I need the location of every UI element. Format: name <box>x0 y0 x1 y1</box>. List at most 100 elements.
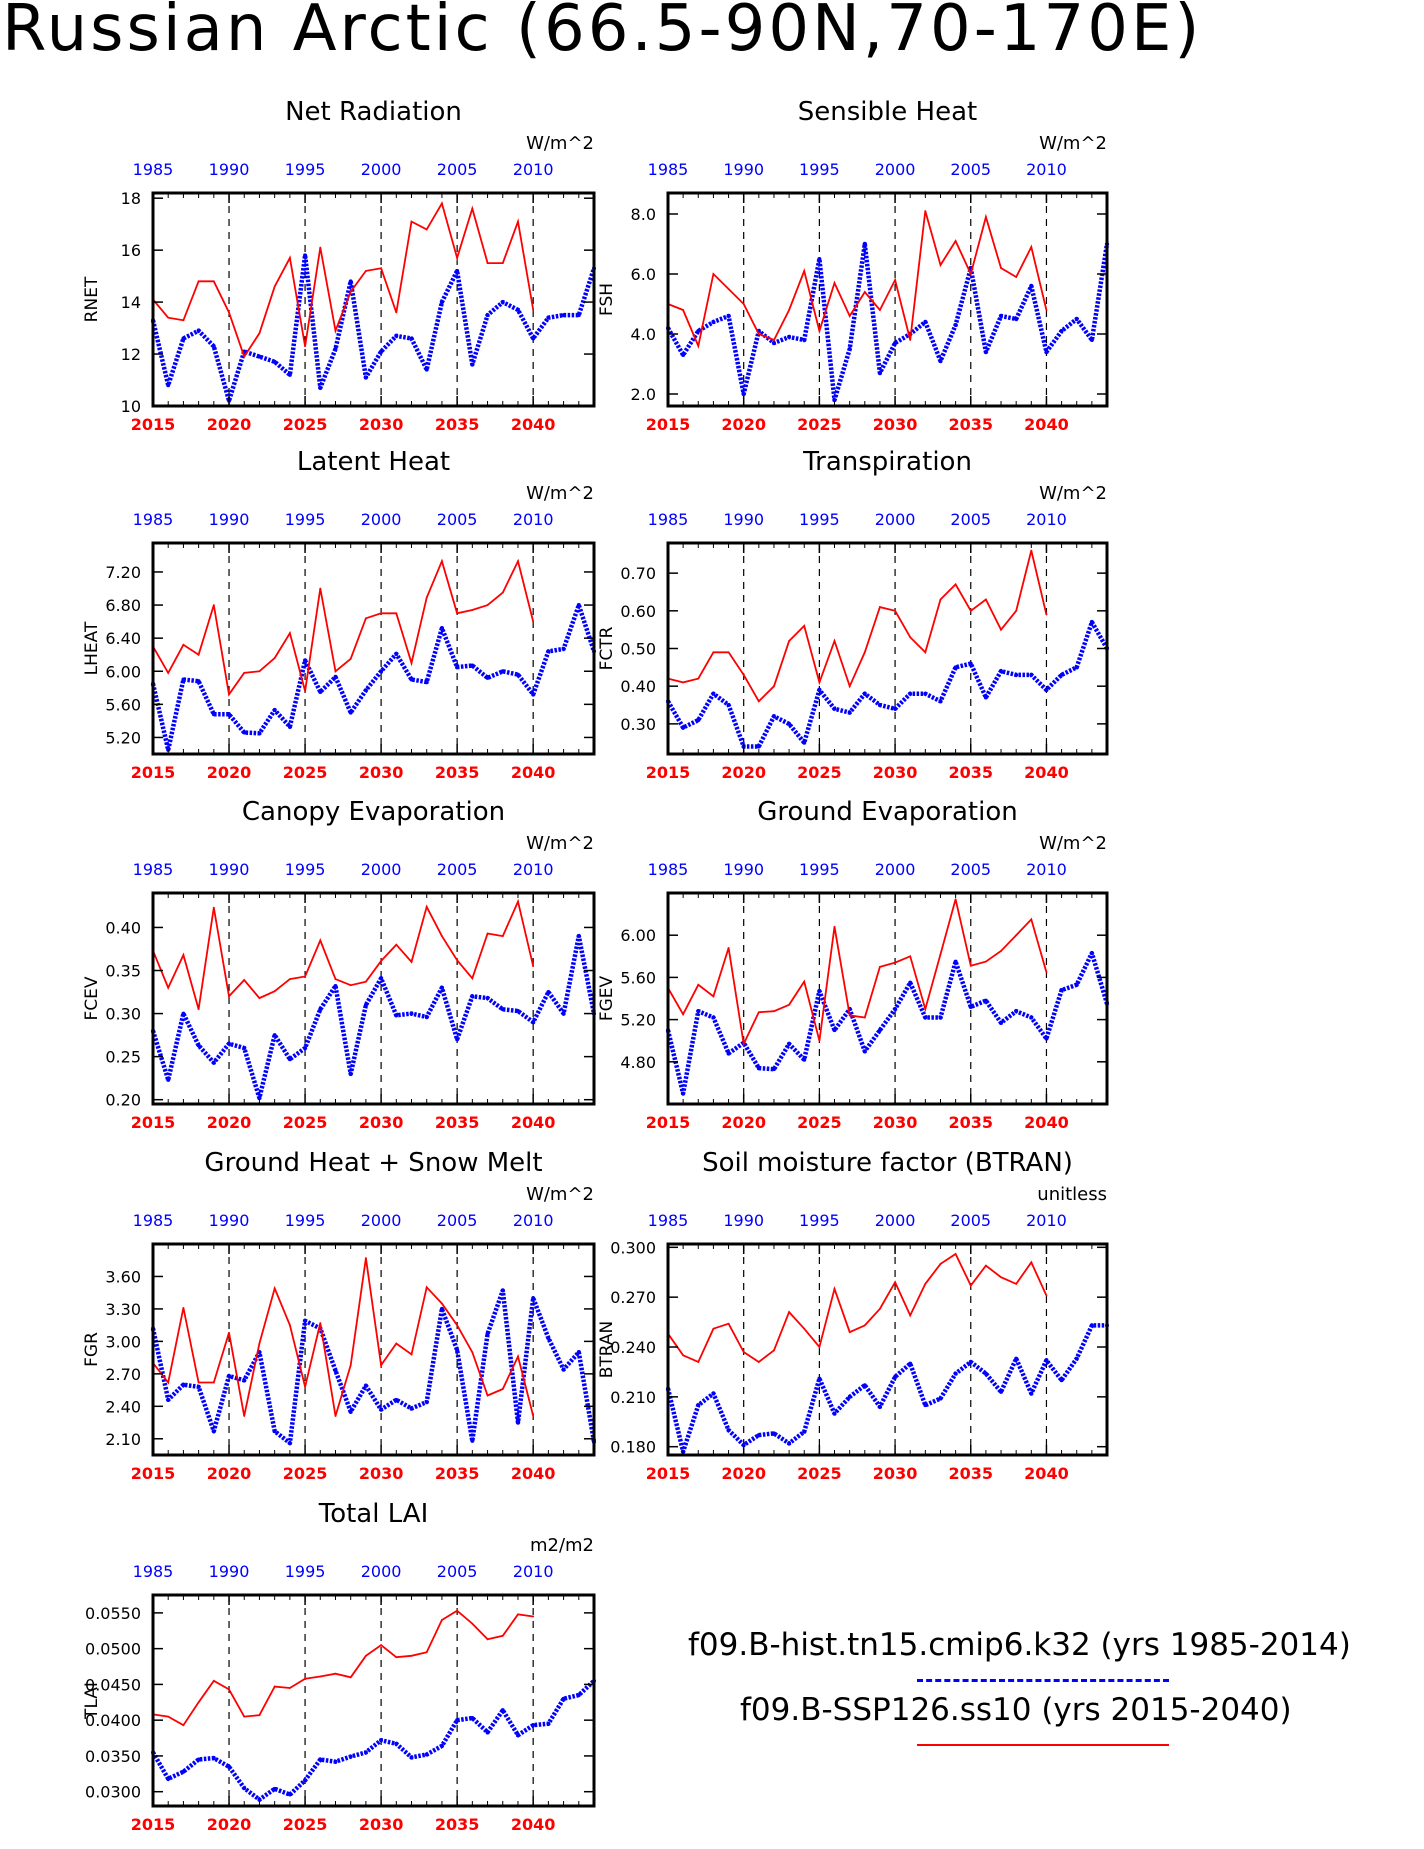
series-hist-point <box>515 307 520 312</box>
y-tick-label: 14 <box>121 293 141 312</box>
series-hist-point <box>348 710 353 715</box>
series-hist-point <box>802 740 807 745</box>
series-ssp-point <box>395 1656 398 1659</box>
x-bottom-tick-label: 2030 <box>359 763 404 782</box>
series-hist-point <box>1029 672 1034 677</box>
panel-title: Ground Evaporation <box>757 797 1017 827</box>
series-hist-line <box>665 1323 1107 1454</box>
series-ssp-point <box>349 1676 352 1679</box>
series-hist-point <box>983 350 988 354</box>
x-top-tick-label: 2000 <box>875 1211 916 1230</box>
y-tick-label: 0.0550 <box>85 1604 141 1623</box>
series-ssp-point <box>304 690 306 693</box>
series-ssp-point <box>682 1354 685 1357</box>
legend-hist-label: f09.B-hist.tn15.cmip6.k32 (yrs 1985-2014… <box>688 1627 1351 1663</box>
series-hist-point <box>485 313 490 318</box>
series-hist-point <box>576 1693 581 1698</box>
series-ssp-point <box>1045 971 1048 974</box>
series-hist-point <box>227 1041 232 1046</box>
series-ssp-point <box>727 946 730 949</box>
series-ssp-point <box>319 939 322 942</box>
series-ssp-point <box>410 1353 413 1356</box>
series-ssp-point <box>288 632 291 635</box>
series-ssp-point <box>697 345 700 347</box>
y-tick-label: 0.35 <box>105 962 141 981</box>
series-ssp-point <box>924 210 927 212</box>
series-hist-point <box>726 1051 731 1056</box>
series-hist-line <box>666 241 1110 403</box>
series-hist-point <box>363 688 368 693</box>
series-hist-point <box>348 1071 353 1076</box>
x-top-tick-label: 2005 <box>950 510 991 529</box>
series-ssp-point <box>182 1724 185 1727</box>
panel-fcev: 2015 2020 2025 2030 2035 2040 1985 1990 1995 2000… <box>82 797 597 1132</box>
x-bottom-tick-label: 2030 <box>359 1815 404 1834</box>
series-ssp-point <box>848 315 851 317</box>
x-bottom-tick-label: 2040 <box>1024 1113 1069 1132</box>
y-tick-label: 0.70 <box>620 564 656 583</box>
series-ssp-point <box>243 672 246 674</box>
series-ssp-point <box>788 1003 791 1006</box>
x-bottom-tick-label: 2035 <box>948 1464 993 1483</box>
series-hist-point <box>953 959 958 964</box>
series-hist-point <box>999 1020 1004 1025</box>
series-ssp-point <box>833 925 836 928</box>
series-hist-point <box>257 354 262 359</box>
y-tick-label: 6.00 <box>105 662 141 681</box>
series-ssp-point <box>863 1324 866 1327</box>
series-ssp-point <box>167 1715 170 1718</box>
series-hist-point <box>318 385 323 390</box>
legend-hist-swatch <box>917 1679 1169 1682</box>
x-top-tick-label: 2000 <box>875 860 916 879</box>
series-ssp-point <box>818 1039 821 1042</box>
series-hist-point <box>711 691 716 696</box>
series-hist-point <box>333 1368 338 1373</box>
series-ssp-point <box>682 681 685 684</box>
y-tick-label: 0.180 <box>610 1438 656 1457</box>
x-top-tick-label: 1995 <box>799 160 840 179</box>
y-tick-label: 0.240 <box>610 1338 656 1357</box>
series-ssp-point <box>349 984 352 987</box>
series-ssp-point <box>742 1351 745 1353</box>
x-bottom-tick-label: 2035 <box>435 415 480 434</box>
series-hist-point <box>1074 317 1079 321</box>
series-ssp-point <box>532 620 535 623</box>
x-top-tick-label: 1995 <box>285 1562 326 1581</box>
x-top-tick-label: 2010 <box>1026 1211 1067 1230</box>
series-hist-point <box>515 1008 520 1013</box>
series-hist-point <box>379 1738 384 1743</box>
series-ssp-point <box>456 1609 459 1612</box>
y-tick-label: 18 <box>121 189 141 208</box>
series-ssp-point <box>288 257 291 259</box>
series-hist-point <box>802 1057 807 1062</box>
series-ssp-point <box>517 1613 519 1616</box>
series-ssp-line <box>152 1609 534 1727</box>
series-hist-point <box>455 665 460 670</box>
x-top-tick-label: 2010 <box>1026 510 1067 529</box>
series-hist-line <box>151 1679 596 1802</box>
series-hist-point <box>363 1002 368 1007</box>
series-ssp-point <box>456 959 459 962</box>
series-ssp-line <box>152 898 535 1010</box>
x-top-tick-label: 1995 <box>799 1211 840 1230</box>
series-ssp-point <box>773 685 775 688</box>
panel-title: Ground Heat + Snow Melt <box>204 1148 542 1178</box>
series-hist-point <box>546 649 551 654</box>
panel-title: Soil moisture factor (BTRAN) <box>702 1148 1073 1178</box>
series-ssp-point <box>939 1263 942 1265</box>
units-label: W/m^2 <box>526 833 594 854</box>
x-top-tick-label: 2005 <box>437 860 478 879</box>
series-ssp-point <box>848 1014 851 1017</box>
y-tick-label: 2.70 <box>105 1365 141 1384</box>
series-hist-point <box>576 313 581 318</box>
series-ssp-point <box>984 216 987 218</box>
series-hist-line <box>150 602 597 753</box>
series-hist-point <box>394 1397 399 1402</box>
series-ssp-point <box>803 624 806 627</box>
panel-rnet: 2015 2020 2025 2030 2035 2040 1985 1990 1995 2000… <box>82 97 597 434</box>
series-ssp-point <box>697 983 700 986</box>
series-ssp-point <box>894 609 896 612</box>
series-ssp-point <box>258 1714 261 1717</box>
series-ssp-point <box>349 1364 352 1367</box>
x-bottom-tick-label: 2030 <box>359 1113 404 1132</box>
